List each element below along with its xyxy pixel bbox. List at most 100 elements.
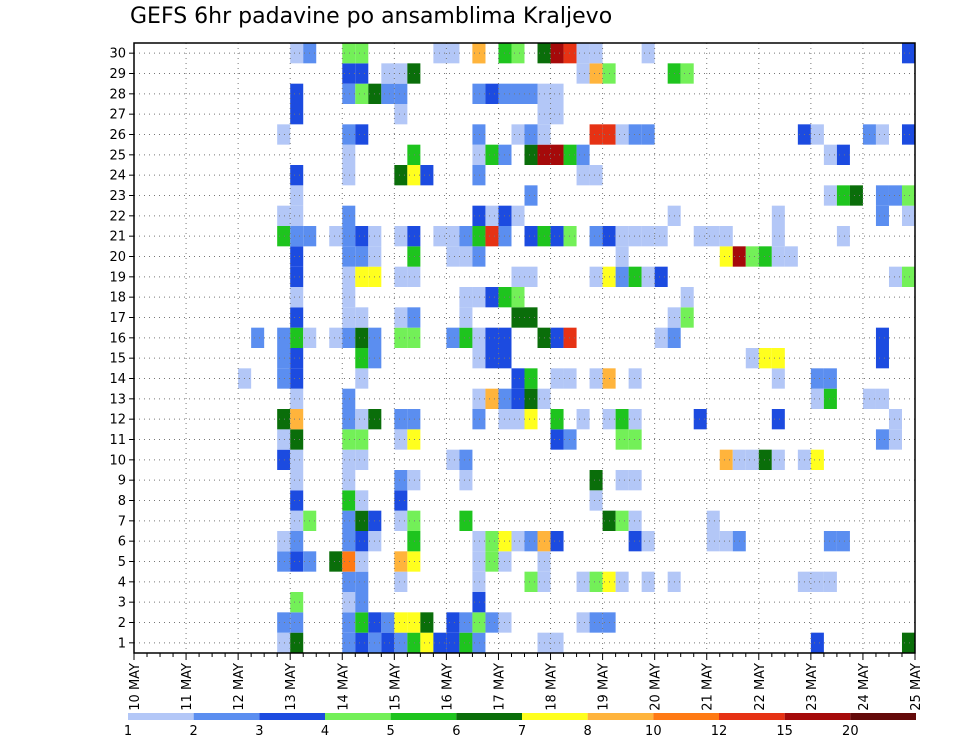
y-tick-label: 10 bbox=[109, 453, 126, 468]
heatmap-cell bbox=[810, 449, 824, 470]
heatmap-cell bbox=[355, 510, 369, 531]
heatmap-cell bbox=[485, 388, 499, 409]
heatmap-cell bbox=[823, 144, 837, 165]
heatmap-cell bbox=[823, 571, 837, 592]
heatmap-cell bbox=[381, 612, 395, 633]
heatmap-cell bbox=[771, 226, 785, 247]
heatmap-cell bbox=[563, 327, 577, 348]
heatmap-cell bbox=[407, 632, 421, 653]
heatmap-cell bbox=[836, 185, 850, 206]
x-tick-label: 24 MAY bbox=[857, 663, 872, 711]
heatmap-cell bbox=[277, 449, 291, 470]
x-tick-label: 15 MAY bbox=[388, 663, 403, 711]
heatmap-cell bbox=[836, 531, 850, 552]
legend-swatch bbox=[456, 713, 522, 720]
heatmap-cell bbox=[407, 327, 421, 348]
x-tick-label: 25 MAY bbox=[909, 663, 924, 711]
heatmap-cell bbox=[875, 185, 889, 206]
heatmap-cell bbox=[485, 226, 499, 247]
heatmap-cell bbox=[394, 104, 408, 125]
heatmap-cell bbox=[394, 409, 408, 430]
heatmap-cell bbox=[628, 368, 642, 389]
heatmap-cell bbox=[875, 327, 889, 348]
heatmap-cell bbox=[823, 185, 837, 206]
heatmap-cell bbox=[472, 327, 486, 348]
heatmap-cell bbox=[407, 63, 421, 84]
heatmap-cell bbox=[524, 409, 538, 430]
heatmap-cell bbox=[394, 429, 408, 450]
heatmap-cell bbox=[355, 632, 369, 653]
heatmap-cell bbox=[394, 165, 408, 186]
heatmap-cell bbox=[615, 246, 629, 267]
heatmap-cell bbox=[576, 144, 590, 165]
heatmap-cell bbox=[290, 83, 304, 104]
heatmap-cell bbox=[628, 226, 642, 247]
x-tick-label: 21 MAY bbox=[701, 663, 716, 711]
heatmap-cell bbox=[355, 571, 369, 592]
heatmap-cell bbox=[355, 429, 369, 450]
heatmap-cell bbox=[277, 205, 291, 226]
heatmap-cell bbox=[875, 429, 889, 450]
heatmap-cell bbox=[290, 449, 304, 470]
x-tick-label: 13 MAY bbox=[284, 663, 299, 711]
heatmap-cell bbox=[355, 449, 369, 470]
heatmap-cell bbox=[407, 226, 421, 247]
heatmap-cell bbox=[355, 63, 369, 84]
heatmap-cell bbox=[888, 266, 902, 287]
heatmap-cell bbox=[342, 632, 356, 653]
heatmap-cell bbox=[381, 632, 395, 653]
heatmap-cell bbox=[524, 307, 538, 328]
x-tick-label: 10 MAY bbox=[128, 663, 143, 711]
heatmap-cell bbox=[472, 348, 486, 369]
heatmap-cell bbox=[524, 226, 538, 247]
heatmap-cell bbox=[394, 470, 408, 491]
heatmap-cell bbox=[472, 246, 486, 267]
heatmap-cell bbox=[394, 571, 408, 592]
heatmap-cell bbox=[511, 368, 525, 389]
legend-label: 12 bbox=[711, 724, 728, 739]
axes: 1234567891011121314151617181920212223242… bbox=[109, 42, 924, 711]
legend-label: 10 bbox=[645, 724, 662, 739]
heatmap-cell bbox=[472, 632, 486, 653]
heatmap-cell bbox=[641, 43, 655, 64]
heatmap-cell bbox=[524, 124, 538, 145]
y-tick-label: 2 bbox=[118, 616, 126, 631]
heatmap-cell bbox=[472, 571, 486, 592]
heatmap-cell bbox=[459, 307, 473, 328]
heatmap-cell bbox=[550, 429, 564, 450]
heatmap-cell bbox=[888, 429, 902, 450]
heatmap-cell bbox=[459, 449, 473, 470]
y-tick-label: 21 bbox=[109, 230, 126, 245]
heatmap-cell bbox=[485, 327, 499, 348]
heatmap-cell bbox=[290, 510, 304, 531]
heatmap-cell bbox=[771, 409, 785, 430]
y-tick-label: 4 bbox=[118, 575, 126, 590]
legend-label: 20 bbox=[842, 724, 859, 739]
heatmap-cell bbox=[758, 348, 772, 369]
y-tick-label: 24 bbox=[109, 169, 126, 184]
heatmap-cell bbox=[745, 348, 759, 369]
heatmap-cell bbox=[329, 226, 343, 247]
heatmap-cell bbox=[472, 124, 486, 145]
heatmap-cell bbox=[472, 83, 486, 104]
heatmap-cell bbox=[615, 429, 629, 450]
heatmap-cell bbox=[550, 226, 564, 247]
heatmap-cell bbox=[290, 226, 304, 247]
heatmap-cell bbox=[446, 612, 460, 633]
heatmap-cell bbox=[576, 63, 590, 84]
heatmap-cell bbox=[524, 368, 538, 389]
heatmap-cell bbox=[355, 409, 369, 430]
heatmap-cell bbox=[550, 368, 564, 389]
heatmap-cell bbox=[771, 246, 785, 267]
heatmap-cell bbox=[459, 612, 473, 633]
heatmap-cell bbox=[836, 226, 850, 247]
heatmap-cell bbox=[550, 327, 564, 348]
heatmap-cell bbox=[901, 185, 915, 206]
legend-swatch bbox=[128, 713, 194, 720]
legend-label: 5 bbox=[387, 724, 395, 739]
y-tick-label: 27 bbox=[109, 108, 126, 123]
heatmap-cell bbox=[810, 368, 824, 389]
heatmap-cell bbox=[290, 429, 304, 450]
heatmap-cell bbox=[576, 43, 590, 64]
